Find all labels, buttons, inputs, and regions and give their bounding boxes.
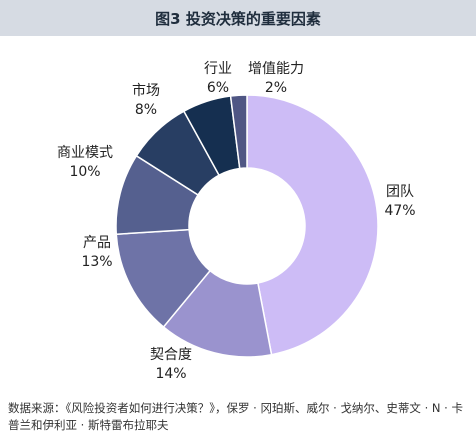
- donut-chart: 团队 47% 契合度 14% 产品 13% 商业模式 10% 市场 8% 行业 6% 增值能力 2%: [57, 61, 416, 382]
- slice-category-label: 契合度: [150, 347, 192, 363]
- slice-category-label: 行业: [204, 61, 232, 77]
- slice-category-label: 增值能力: [248, 61, 304, 77]
- slice-category-label: 市场: [132, 82, 160, 99]
- source-note: 数据来源：《风险投资者如何进行决策？》，保罗 · 冈珀斯、威尔 · 戈纳尔、史蒂…: [8, 401, 463, 432]
- chart-title-bar: 图3 投资决策的重要因素: [0, 0, 476, 36]
- slice-value-label: 13%: [81, 254, 112, 270]
- slice-value-label: 2%: [265, 80, 287, 96]
- slice-value-label: 14%: [155, 366, 186, 382]
- slice-category-label: 商业模式: [57, 145, 113, 161]
- donut-slice: [246, 94, 379, 356]
- slice-value-label: 10%: [69, 164, 100, 180]
- slice-value-label: 8%: [135, 102, 157, 118]
- slice-category-label: 团队: [386, 184, 414, 200]
- slice-category-label: 产品: [83, 235, 111, 251]
- slice-value-label: 6%: [207, 80, 229, 96]
- slice-value-label: 47%: [384, 203, 415, 219]
- donut-slice: [229, 94, 248, 170]
- chart-title: 图3 投资决策的重要因素: [155, 9, 321, 28]
